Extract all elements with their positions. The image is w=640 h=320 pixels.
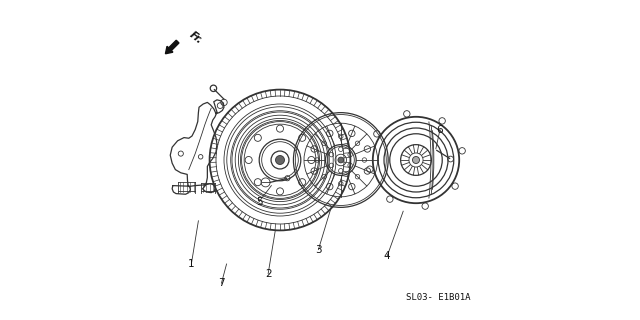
Text: 4: 4 <box>384 251 390 261</box>
FancyArrow shape <box>165 40 179 54</box>
Text: 6: 6 <box>436 124 444 135</box>
Text: 2: 2 <box>265 268 271 279</box>
Text: 5: 5 <box>256 196 262 207</box>
Text: 7: 7 <box>218 278 225 288</box>
Text: 3: 3 <box>315 244 322 255</box>
Circle shape <box>275 156 285 164</box>
Circle shape <box>409 153 423 167</box>
Circle shape <box>338 157 344 163</box>
Text: 1: 1 <box>188 259 195 269</box>
Circle shape <box>413 156 420 164</box>
Text: Fr.: Fr. <box>187 30 204 46</box>
Text: SL03- E1B01A: SL03- E1B01A <box>406 293 470 302</box>
